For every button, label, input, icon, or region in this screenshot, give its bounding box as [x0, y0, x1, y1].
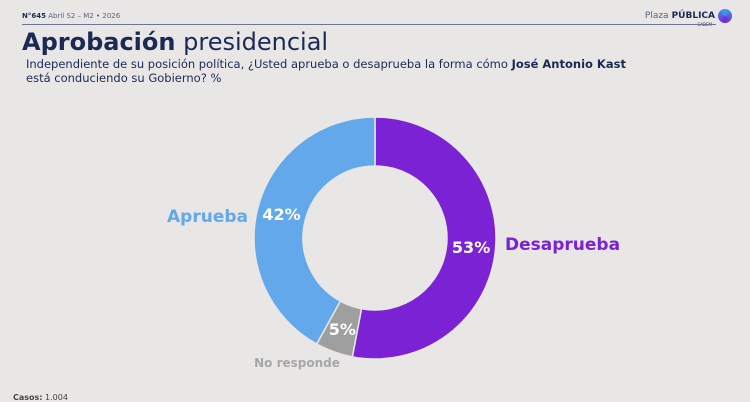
logo-icon	[718, 9, 732, 23]
sample-size: Casos: 1.004	[13, 393, 68, 402]
category-label: Aprueba	[167, 207, 248, 227]
survey-question: Independiente de su posición política, ¿…	[26, 57, 626, 85]
slice-aprueba	[253, 116, 376, 346]
data-label: 42%	[262, 205, 300, 224]
header-divider	[22, 24, 716, 25]
data-label: 53%	[452, 238, 490, 257]
report-issue: N°645 Abril S2 – M2 • 2026	[22, 12, 121, 20]
data-label: 5%	[329, 320, 356, 339]
category-label: Desaprueba	[505, 235, 620, 255]
category-label: No responde	[254, 356, 340, 370]
slice-desaprueba	[351, 116, 497, 360]
page-title: Aprobación presidencial	[22, 28, 329, 56]
